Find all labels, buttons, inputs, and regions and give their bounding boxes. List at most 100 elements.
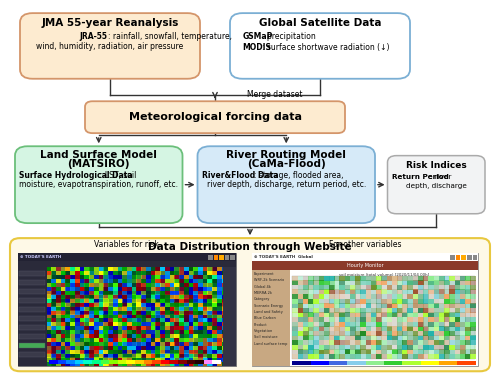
FancyBboxPatch shape bbox=[470, 285, 476, 290]
FancyBboxPatch shape bbox=[136, 330, 141, 334]
FancyBboxPatch shape bbox=[308, 298, 314, 304]
FancyBboxPatch shape bbox=[382, 354, 387, 359]
FancyBboxPatch shape bbox=[184, 286, 189, 291]
FancyBboxPatch shape bbox=[66, 342, 70, 346]
FancyBboxPatch shape bbox=[184, 314, 189, 318]
FancyBboxPatch shape bbox=[75, 279, 80, 283]
FancyBboxPatch shape bbox=[408, 290, 413, 294]
FancyBboxPatch shape bbox=[384, 361, 402, 364]
FancyBboxPatch shape bbox=[146, 279, 151, 283]
FancyBboxPatch shape bbox=[84, 361, 89, 366]
FancyBboxPatch shape bbox=[18, 253, 236, 366]
FancyBboxPatch shape bbox=[46, 354, 52, 358]
Text: moisture, evapotranspiration, runoff, etc.: moisture, evapotranspiration, runoff, et… bbox=[19, 180, 178, 189]
FancyBboxPatch shape bbox=[231, 346, 236, 350]
FancyBboxPatch shape bbox=[75, 275, 80, 279]
FancyBboxPatch shape bbox=[460, 331, 466, 336]
FancyBboxPatch shape bbox=[226, 357, 232, 362]
FancyBboxPatch shape bbox=[350, 340, 356, 345]
FancyBboxPatch shape bbox=[80, 354, 85, 358]
FancyBboxPatch shape bbox=[212, 298, 218, 303]
FancyBboxPatch shape bbox=[184, 291, 189, 295]
FancyBboxPatch shape bbox=[208, 357, 212, 362]
FancyBboxPatch shape bbox=[92, 360, 100, 364]
FancyBboxPatch shape bbox=[60, 310, 66, 315]
FancyBboxPatch shape bbox=[298, 290, 304, 294]
FancyBboxPatch shape bbox=[84, 338, 89, 342]
FancyBboxPatch shape bbox=[60, 342, 66, 346]
FancyBboxPatch shape bbox=[198, 361, 203, 366]
FancyBboxPatch shape bbox=[195, 360, 203, 364]
FancyBboxPatch shape bbox=[194, 346, 198, 350]
FancyBboxPatch shape bbox=[179, 354, 184, 358]
FancyBboxPatch shape bbox=[184, 306, 189, 310]
FancyBboxPatch shape bbox=[118, 283, 122, 287]
FancyBboxPatch shape bbox=[212, 267, 218, 271]
FancyBboxPatch shape bbox=[303, 335, 308, 340]
FancyBboxPatch shape bbox=[203, 314, 208, 318]
FancyBboxPatch shape bbox=[136, 267, 141, 271]
FancyBboxPatch shape bbox=[376, 317, 382, 322]
FancyBboxPatch shape bbox=[156, 302, 160, 307]
FancyBboxPatch shape bbox=[56, 318, 61, 322]
FancyBboxPatch shape bbox=[460, 294, 466, 299]
FancyBboxPatch shape bbox=[60, 275, 66, 279]
FancyBboxPatch shape bbox=[160, 310, 166, 315]
FancyBboxPatch shape bbox=[194, 354, 198, 358]
FancyBboxPatch shape bbox=[350, 326, 356, 331]
FancyBboxPatch shape bbox=[298, 294, 304, 299]
FancyBboxPatch shape bbox=[226, 350, 232, 354]
FancyBboxPatch shape bbox=[184, 330, 189, 334]
FancyBboxPatch shape bbox=[89, 294, 94, 299]
FancyBboxPatch shape bbox=[165, 306, 170, 310]
FancyBboxPatch shape bbox=[179, 314, 184, 318]
FancyBboxPatch shape bbox=[460, 340, 466, 345]
FancyBboxPatch shape bbox=[402, 331, 408, 336]
FancyBboxPatch shape bbox=[46, 350, 52, 354]
FancyBboxPatch shape bbox=[56, 357, 61, 362]
FancyBboxPatch shape bbox=[104, 346, 108, 350]
FancyBboxPatch shape bbox=[344, 354, 350, 359]
FancyBboxPatch shape bbox=[98, 334, 104, 338]
FancyBboxPatch shape bbox=[80, 346, 85, 350]
FancyBboxPatch shape bbox=[428, 331, 434, 336]
FancyBboxPatch shape bbox=[198, 146, 375, 223]
FancyBboxPatch shape bbox=[308, 290, 314, 294]
FancyBboxPatch shape bbox=[397, 276, 403, 280]
FancyBboxPatch shape bbox=[174, 310, 180, 315]
FancyBboxPatch shape bbox=[208, 330, 212, 334]
FancyBboxPatch shape bbox=[423, 308, 429, 313]
FancyBboxPatch shape bbox=[318, 312, 324, 317]
FancyBboxPatch shape bbox=[231, 283, 236, 287]
FancyBboxPatch shape bbox=[350, 285, 356, 290]
FancyBboxPatch shape bbox=[231, 267, 236, 271]
FancyBboxPatch shape bbox=[208, 271, 212, 275]
FancyBboxPatch shape bbox=[348, 361, 366, 364]
FancyBboxPatch shape bbox=[194, 306, 198, 310]
FancyBboxPatch shape bbox=[344, 285, 350, 290]
FancyBboxPatch shape bbox=[402, 326, 408, 331]
Text: Merge dataset: Merge dataset bbox=[247, 90, 303, 99]
FancyBboxPatch shape bbox=[203, 357, 208, 362]
FancyBboxPatch shape bbox=[60, 306, 66, 310]
FancyBboxPatch shape bbox=[324, 340, 330, 345]
FancyBboxPatch shape bbox=[165, 291, 170, 295]
FancyBboxPatch shape bbox=[94, 302, 99, 307]
FancyBboxPatch shape bbox=[366, 285, 372, 290]
FancyBboxPatch shape bbox=[113, 318, 118, 322]
FancyBboxPatch shape bbox=[18, 334, 44, 339]
Text: JRA-55: JRA-55 bbox=[80, 32, 108, 41]
FancyBboxPatch shape bbox=[179, 310, 184, 315]
FancyBboxPatch shape bbox=[160, 346, 166, 350]
FancyBboxPatch shape bbox=[444, 349, 450, 354]
FancyBboxPatch shape bbox=[127, 298, 132, 303]
FancyBboxPatch shape bbox=[127, 267, 132, 271]
FancyBboxPatch shape bbox=[392, 340, 398, 345]
FancyBboxPatch shape bbox=[170, 361, 175, 366]
FancyBboxPatch shape bbox=[174, 354, 180, 358]
FancyBboxPatch shape bbox=[344, 312, 350, 317]
FancyBboxPatch shape bbox=[392, 280, 398, 285]
FancyBboxPatch shape bbox=[392, 303, 398, 308]
FancyBboxPatch shape bbox=[70, 342, 75, 346]
FancyBboxPatch shape bbox=[56, 310, 61, 315]
